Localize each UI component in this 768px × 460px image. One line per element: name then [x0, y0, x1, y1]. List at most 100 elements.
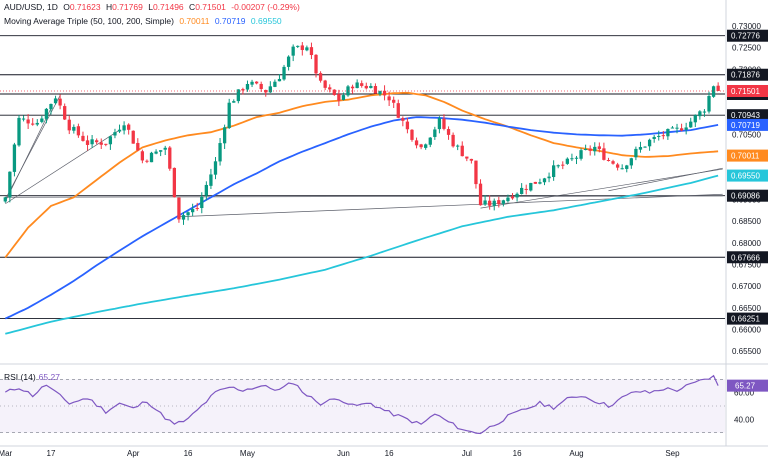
candle-body	[341, 95, 346, 100]
candle-body	[524, 188, 528, 190]
candle-body	[227, 102, 231, 129]
candle-body	[382, 90, 387, 96]
low-value: 0.71496	[152, 2, 184, 12]
ma200-value: 0.69550	[250, 16, 282, 26]
candle-body	[583, 149, 588, 151]
candle-body	[629, 158, 633, 166]
candle-body	[8, 171, 12, 198]
y-tick-label: 0.67500	[732, 260, 761, 269]
candle-body	[437, 118, 442, 130]
ma50-value: 0.70011	[179, 16, 210, 26]
rsi-line	[4, 374, 719, 435]
candle-body	[72, 126, 76, 131]
candle-body	[579, 150, 583, 159]
candle-body	[81, 135, 85, 141]
moving-average-line	[4, 91, 719, 259]
candle-body	[474, 160, 478, 185]
ma-legend-label: Moving Average Triple (50, 100, 200, Sim…	[4, 16, 174, 26]
candle-body	[506, 197, 510, 202]
candle-body	[465, 156, 469, 159]
moving-average-line	[5, 174, 719, 335]
candle-body	[414, 140, 419, 146]
candle-body	[643, 146, 647, 148]
level-tag	[727, 189, 768, 202]
trendline	[5, 129, 120, 205]
rsi-legend: RSI (14) 65.27	[4, 372, 60, 382]
candle-body	[533, 181, 538, 184]
candle-body	[190, 208, 195, 213]
candle-body	[652, 136, 656, 139]
candle-body	[369, 85, 373, 88]
candle-body	[140, 151, 145, 161]
candle-body	[26, 119, 30, 124]
level-tag-label: 0.69086	[731, 192, 760, 201]
candle-body	[606, 159, 611, 161]
candle-body	[204, 184, 208, 196]
candle-body	[241, 89, 245, 91]
candle-body	[337, 94, 341, 101]
candle-body	[318, 73, 323, 81]
candle-body	[547, 176, 551, 179]
candle-body	[35, 122, 39, 125]
candle-body	[222, 127, 227, 144]
open-value: 0.71623	[69, 2, 101, 12]
candle-body	[460, 145, 464, 157]
candle-body	[149, 152, 154, 163]
open-label: O	[63, 2, 70, 12]
rsi-y-tick-label: 60.00	[734, 389, 755, 398]
candle-body	[195, 207, 199, 209]
x-tick-label: Aug	[569, 449, 583, 458]
candle-body	[300, 45, 304, 51]
rsi-legend-label: RSI (14)	[4, 372, 36, 382]
y-tick-label: 0.65500	[732, 347, 761, 356]
candle-body	[661, 135, 665, 137]
candle-body	[122, 125, 126, 131]
candle-body	[478, 183, 483, 206]
y-tick-label: 0.70500	[732, 130, 761, 139]
candle-body	[159, 150, 163, 152]
candle-body	[323, 80, 327, 88]
candle-body	[76, 126, 81, 136]
candle-body	[259, 83, 263, 90]
candle-body	[556, 165, 560, 167]
candle-body	[213, 161, 218, 175]
candle-body	[401, 118, 405, 121]
candle-body	[63, 106, 67, 120]
candle-body	[702, 111, 707, 113]
x-tick-label: May	[240, 449, 255, 458]
candle-body	[442, 118, 446, 129]
candle-body	[419, 144, 423, 148]
level-tag	[727, 68, 768, 81]
candle-body	[542, 178, 547, 183]
level-tag	[727, 109, 768, 122]
candle-body	[200, 196, 204, 209]
candle-body	[31, 123, 35, 125]
candle-body	[373, 86, 378, 94]
candle-body	[638, 147, 643, 150]
level-tag-label: 0.71876	[731, 71, 760, 80]
candle-body	[90, 139, 94, 145]
candle-body	[113, 132, 117, 136]
candle-body	[679, 128, 684, 131]
x-tick-label: Mar	[0, 449, 13, 458]
y-tick-label: 0.67000	[732, 282, 761, 291]
candle-body	[689, 121, 693, 128]
candle-body	[451, 134, 455, 147]
candle-body	[620, 168, 624, 170]
y-tick-label: 0.66500	[732, 304, 761, 313]
candle-body	[410, 129, 414, 140]
candle-body	[209, 174, 213, 186]
candle-body	[551, 165, 556, 178]
candle-body	[12, 144, 17, 172]
level-tag	[727, 312, 768, 325]
price-tag-label: 0.69550	[731, 172, 760, 181]
price-tag-label: 0.70719	[731, 121, 760, 130]
rsi-legend-value: 65.27	[38, 372, 60, 382]
y-tick-label: 0.66000	[732, 325, 761, 334]
candle-body	[497, 200, 501, 205]
candle-body	[309, 47, 314, 56]
candle-body	[286, 56, 291, 67]
candle-body	[136, 142, 140, 151]
candle-body	[44, 108, 49, 119]
